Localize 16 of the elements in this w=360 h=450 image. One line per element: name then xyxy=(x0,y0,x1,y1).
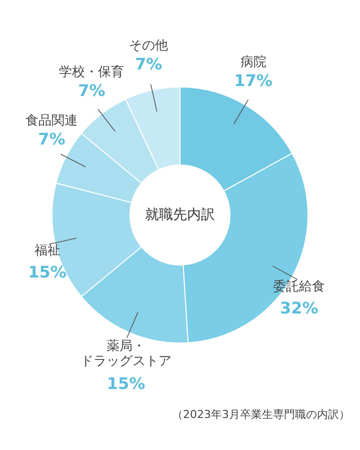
data-label: 17% xyxy=(234,71,272,90)
slice-label: 委託給食 xyxy=(273,280,326,295)
slice-label: 薬局・ドラッグストア xyxy=(80,338,172,369)
text: 就職先内訳 xyxy=(145,207,215,223)
slice-label: 学校・保育 xyxy=(59,64,124,80)
text: （2023年3月卒業生専門職の内訳） xyxy=(172,408,350,421)
data-label: 32% xyxy=(280,298,318,318)
slice-label: 福祉 xyxy=(34,244,60,259)
data-label: 7% xyxy=(78,81,106,100)
slice-label: その他 xyxy=(129,38,168,54)
data-label: 7% xyxy=(135,54,162,74)
data-label: 15% xyxy=(106,374,146,393)
data-label: 15% xyxy=(28,262,66,282)
data-label: 7% xyxy=(38,130,66,149)
slice-label: 食品関連 xyxy=(26,114,78,129)
slice-label: 病院 xyxy=(240,55,266,70)
